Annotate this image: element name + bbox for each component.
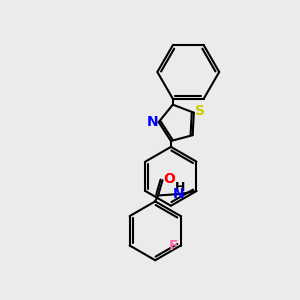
Text: N: N xyxy=(173,187,184,201)
Text: S: S xyxy=(195,104,205,118)
Text: O: O xyxy=(163,172,175,186)
Text: F: F xyxy=(169,238,178,253)
Text: N: N xyxy=(147,115,159,128)
Text: H: H xyxy=(175,181,186,194)
